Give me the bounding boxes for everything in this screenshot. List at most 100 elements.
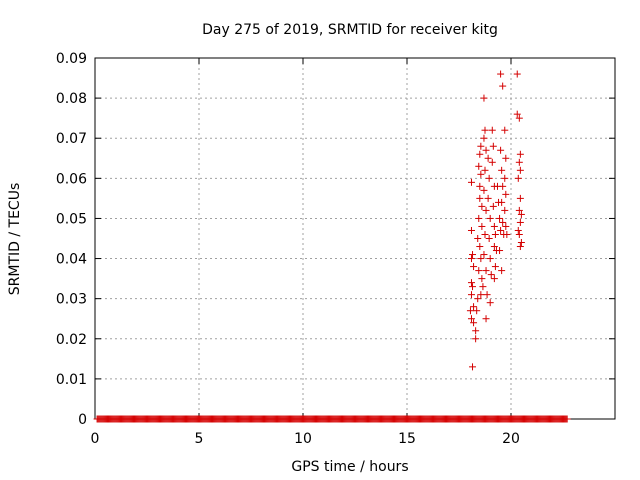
data-point — [467, 178, 475, 186]
data-point — [488, 126, 496, 134]
data-point — [487, 271, 495, 279]
grid-lines — [95, 58, 615, 419]
y-tick-label: 0.06 — [56, 171, 87, 187]
data-point — [516, 194, 524, 202]
data-point — [482, 206, 490, 214]
data-point — [515, 206, 523, 214]
data-point — [480, 251, 488, 259]
data-point — [501, 174, 509, 182]
data-point — [497, 146, 505, 154]
data-point — [477, 291, 485, 299]
data-point — [496, 214, 504, 222]
x-tick-label: 0 — [91, 431, 100, 447]
data-point — [490, 275, 498, 283]
data-point — [478, 222, 486, 230]
data-point — [477, 142, 485, 150]
data-point — [480, 94, 488, 102]
y-tick-label: 0 — [78, 412, 87, 428]
x-tick-label: 20 — [502, 431, 520, 447]
data-point — [481, 230, 489, 238]
data-point — [515, 114, 523, 122]
data-point — [517, 239, 525, 247]
data-point — [466, 307, 474, 315]
y-tick-label: 0.04 — [56, 252, 87, 268]
data-point — [498, 267, 506, 275]
chart-title: Day 275 of 2019, SRMTID for receiver kit… — [202, 22, 498, 38]
data-point — [481, 126, 489, 134]
data-point — [502, 190, 510, 198]
data-point — [474, 295, 482, 303]
data-point — [474, 235, 482, 242]
data-point — [478, 202, 486, 210]
y-tick-label: 0.01 — [56, 372, 87, 388]
data-point — [484, 194, 492, 202]
data-point — [489, 142, 497, 150]
data-point — [513, 110, 521, 118]
data-point — [476, 243, 484, 251]
data-point — [478, 275, 486, 283]
data-point — [502, 154, 510, 162]
x-tick-label: 10 — [294, 431, 312, 447]
data-point — [486, 214, 494, 222]
data-point — [496, 247, 504, 255]
data-point — [502, 222, 510, 230]
data-point — [515, 158, 523, 166]
y-tick-label: 0.07 — [56, 131, 87, 147]
data-point — [475, 267, 483, 275]
data-point — [469, 283, 477, 291]
y-axis-label: SRMTID / TECUs — [7, 183, 23, 296]
data-point — [498, 198, 506, 206]
data-point — [482, 315, 490, 323]
data-point — [499, 218, 507, 226]
data-point — [499, 82, 507, 90]
data-point — [476, 150, 484, 158]
data-point — [479, 283, 487, 291]
data-point — [467, 255, 475, 263]
data-point — [470, 263, 478, 271]
data-point — [469, 251, 477, 259]
data-point — [490, 222, 498, 230]
data-point — [513, 70, 521, 78]
x-axis-label: GPS time / hours — [291, 459, 408, 475]
data-point — [480, 134, 488, 142]
data-point — [467, 291, 475, 299]
x-tick-labels: 0 5 10 15 20 — [91, 431, 520, 447]
data-point — [484, 154, 492, 162]
data-point — [486, 255, 494, 263]
data-point — [498, 166, 506, 174]
data-point — [481, 166, 489, 174]
data-point — [490, 243, 498, 251]
data-point — [497, 226, 505, 234]
data-point — [497, 70, 505, 78]
data-point — [475, 162, 483, 170]
data-point — [516, 150, 524, 158]
data-point — [477, 255, 485, 263]
zero-value-point — [563, 415, 571, 423]
data-point — [470, 319, 478, 327]
data-point — [472, 327, 480, 335]
data-point — [489, 202, 497, 210]
data-point — [476, 194, 484, 202]
data-point — [517, 210, 525, 218]
data-point — [482, 146, 490, 154]
x-tick-label: 15 — [398, 431, 416, 447]
data-point — [473, 307, 481, 315]
data-point — [467, 315, 475, 323]
data-point — [483, 291, 491, 299]
data-point — [485, 174, 493, 182]
data-point — [488, 158, 496, 166]
data-point — [470, 303, 478, 311]
data-point — [467, 279, 475, 287]
data-point — [491, 263, 499, 271]
data-point — [482, 267, 490, 275]
data-point — [486, 299, 494, 307]
data-point — [480, 186, 488, 194]
data-point — [503, 230, 511, 238]
data-point — [472, 335, 480, 343]
y-tick-label: 0.02 — [56, 332, 87, 348]
data-point — [516, 166, 524, 174]
data-point — [476, 182, 484, 190]
y-tick-label: 0.03 — [56, 292, 87, 308]
